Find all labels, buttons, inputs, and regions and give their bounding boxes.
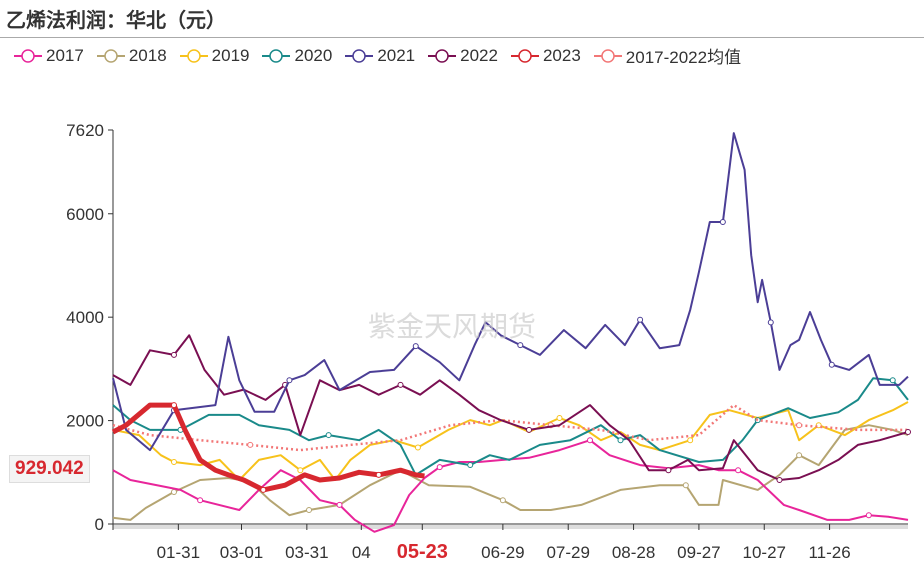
data-point-marker	[467, 462, 474, 469]
legend-label: 2023	[542, 45, 581, 65]
data-point-marker	[170, 402, 177, 409]
legend-circle-icon	[96, 48, 125, 63]
series-line-2022	[112, 334, 909, 481]
y-tick-label: 7620	[66, 121, 104, 140]
data-point-marker	[414, 444, 421, 451]
x-tick-label: 09-27	[677, 543, 720, 562]
legend-label: 2019	[211, 45, 250, 65]
data-point-marker	[412, 343, 419, 350]
x-axis-band	[113, 525, 908, 529]
legend-label: 2018	[128, 45, 167, 65]
data-point-marker	[436, 464, 443, 471]
legend-item-2017-2022均值[interactable]: 2017-2022均值	[593, 43, 742, 68]
data-point-marker	[889, 377, 896, 384]
watermark: 紫金天风期货	[368, 310, 537, 343]
series-line-2019	[112, 401, 909, 481]
data-point-marker	[170, 351, 177, 358]
data-point-marker	[526, 426, 533, 433]
legend-circle-icon	[14, 48, 42, 63]
title-divider	[0, 37, 924, 38]
data-point-marker	[325, 432, 332, 439]
chart-title: 乙烯法利润：华北（元）	[6, 8, 226, 32]
x-tick-label: 10-27	[743, 543, 786, 562]
data-point-marker	[286, 377, 293, 384]
series-line-2020	[112, 377, 909, 476]
data-point-marker	[197, 497, 204, 504]
data-point-marker	[796, 422, 803, 429]
data-point-marker	[260, 486, 267, 493]
data-point-marker	[336, 501, 343, 508]
series-line-2017-2022均值	[112, 403, 908, 452]
x-tick-label: 11-26	[808, 543, 850, 562]
legend-label: 2022	[460, 45, 498, 65]
y-tick-label: 0	[95, 515, 104, 534]
x-tick-label: 06-29	[481, 543, 524, 562]
legend-item-2019[interactable]: 2019	[179, 43, 250, 68]
data-point-marker	[767, 319, 774, 326]
data-point-marker	[297, 467, 304, 474]
data-point-marker	[637, 316, 644, 323]
data-point-marker	[796, 452, 803, 459]
legend-label: 2017-2022均值	[625, 48, 742, 67]
data-point-marker	[828, 361, 835, 368]
data-point-marker	[719, 219, 726, 226]
axis-pointer-label: 929.042	[9, 455, 90, 483]
x-tick-label: 05-23	[397, 541, 448, 563]
data-point-marker	[375, 471, 382, 478]
x-tick-label: 07-29	[546, 543, 589, 562]
x-tick-label: 08-28	[612, 543, 655, 562]
legend-circle-icon	[179, 48, 208, 63]
legend-item-2020[interactable]: 2020	[262, 43, 332, 68]
data-point-marker	[682, 482, 689, 489]
x-tick-label: 03-01	[220, 543, 263, 562]
legend-label: 2020	[294, 45, 333, 65]
data-point-marker	[865, 512, 872, 519]
legend: 2017 2018 2019 2020 2021 2022 2023 2017-2022均值	[14, 43, 741, 68]
data-point-marker	[306, 507, 313, 514]
y-tick-label: 6000	[66, 205, 104, 224]
data-point-marker	[905, 428, 911, 435]
data-point-marker	[587, 437, 593, 444]
legend-label: 2021	[377, 45, 416, 65]
legend-item-2021[interactable]: 2021	[345, 43, 415, 68]
data-point-marker	[170, 488, 177, 495]
series-line-2021	[112, 132, 909, 452]
data-point-marker	[247, 441, 254, 448]
legend-circle-icon	[345, 48, 374, 63]
data-point-marker	[687, 437, 694, 444]
x-tick-label: 03-31	[285, 543, 328, 562]
data-point-marker	[499, 497, 506, 504]
x-tick-label: 01-31	[157, 543, 200, 562]
data-point-marker	[815, 422, 822, 429]
y-tick-label: 4000	[66, 308, 104, 327]
legend-item-2018[interactable]: 2018	[96, 43, 167, 68]
legend-item-2022[interactable]: 2022	[428, 43, 498, 68]
y-tick-label: 2000	[66, 412, 104, 431]
data-point-marker	[397, 381, 404, 388]
data-point-marker	[735, 467, 742, 474]
data-point-marker	[170, 458, 177, 465]
data-point-marker	[517, 342, 524, 349]
legend-item-2017[interactable]: 2017	[14, 43, 84, 68]
data-point-marker	[556, 415, 563, 422]
x-tick-label: 04	[352, 543, 371, 562]
legend-circle-icon	[593, 48, 622, 63]
legend-circle-icon	[510, 48, 539, 63]
legend-circle-icon	[428, 48, 457, 63]
data-point-marker	[617, 437, 624, 444]
legend-item-2023[interactable]: 2023	[510, 43, 581, 68]
legend-circle-icon	[262, 48, 291, 63]
data-point-marker	[776, 477, 783, 484]
data-point-marker	[665, 467, 672, 474]
series-line-2017	[112, 439, 909, 533]
legend-label: 2017	[46, 45, 84, 65]
